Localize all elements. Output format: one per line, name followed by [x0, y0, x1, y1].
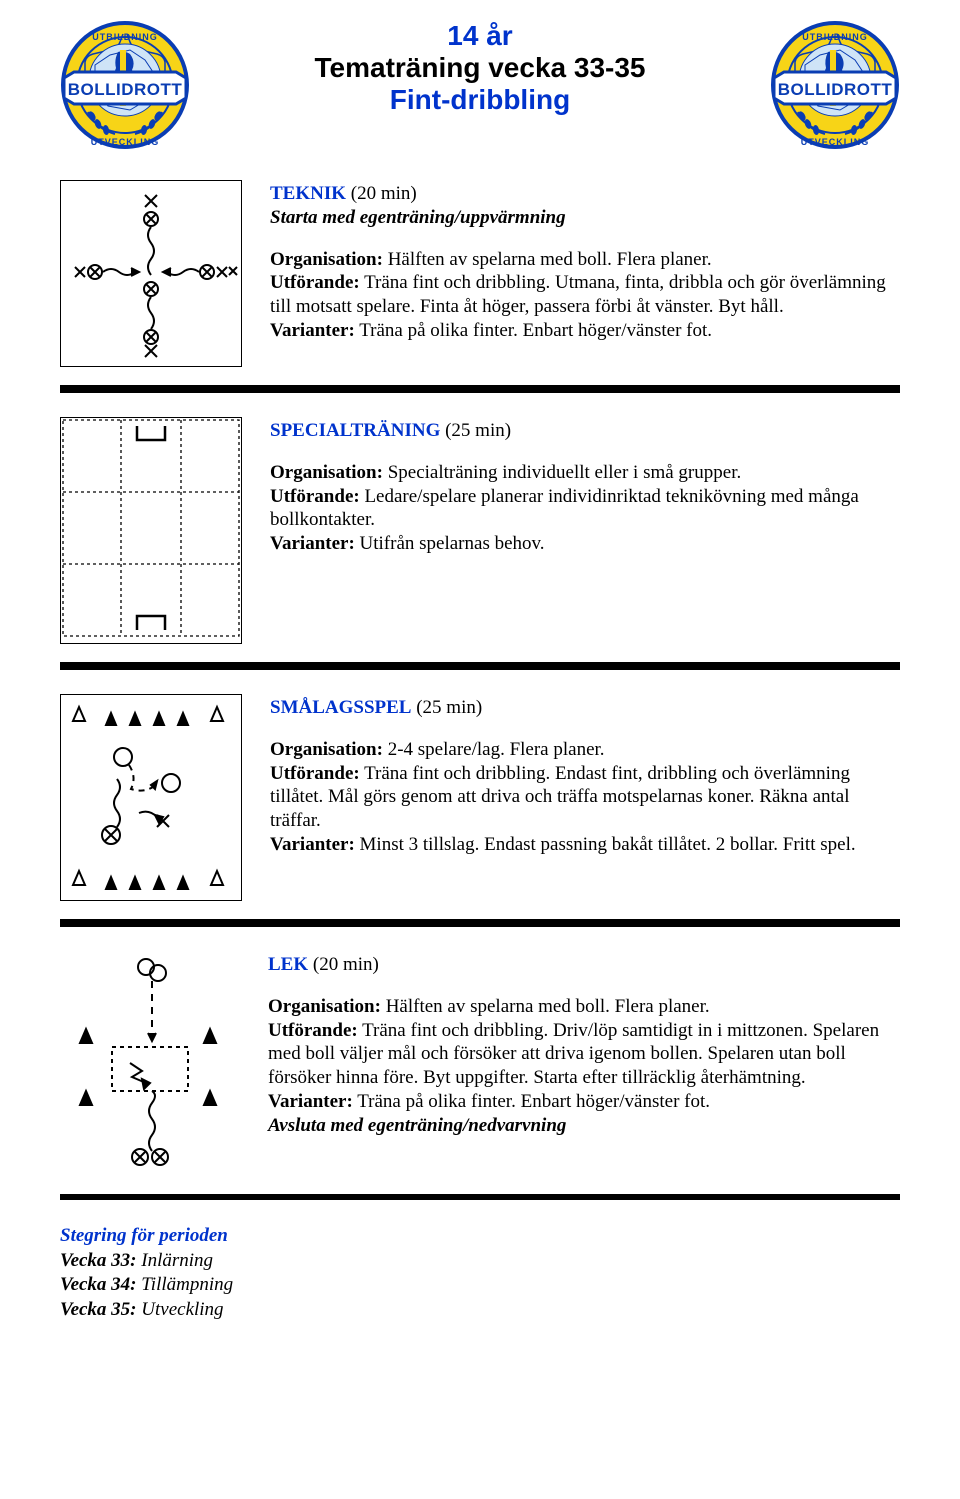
var-text: Träna på olika finter. Enbart höger/väns…: [353, 1091, 710, 1112]
special-var-line: Varianter: Utifrån spelarnas behov.: [270, 532, 900, 556]
footer-row-1: Vecka 34: Tillämpning: [60, 1273, 900, 1298]
lek-time: (20 min): [313, 954, 379, 975]
special-org-line: Organisation: Specialträning individuell…: [270, 461, 900, 485]
teknik-time: (20 min): [351, 183, 417, 204]
svg-text:UTBILDNING: UTBILDNING: [92, 32, 158, 42]
svg-text:UTVECKLING: UTVECKLING: [91, 137, 160, 147]
footer-row-text: Tillämpning: [137, 1274, 234, 1295]
field-grid-icon: [61, 418, 241, 638]
utf-label: Utförande:: [270, 763, 360, 784]
special-utf-line: Utförande: Ledare/spelare planerar indiv…: [270, 485, 900, 533]
lek-drill-icon: [60, 951, 240, 1171]
svg-text:UTVECKLING: UTVECKLING: [801, 137, 870, 147]
utf-label: Utförande:: [268, 1020, 358, 1041]
lek-heading-line: LEK (20 min): [268, 953, 900, 977]
teknik-heading: TEKNIK: [270, 183, 346, 204]
small-game-icon: [61, 695, 241, 895]
utf-text: Träna fint och dribbling. Driv/löp samti…: [268, 1020, 879, 1089]
org-label: Organisation:: [270, 739, 383, 760]
var-text: Träna på olika finter. Enbart höger/väns…: [355, 320, 712, 341]
separator: [60, 385, 900, 393]
smalag-time: (25 min): [416, 697, 482, 718]
separator: [60, 919, 900, 927]
teknik-org-line: Organisation: Hälften av spelarna med bo…: [270, 248, 900, 272]
svg-text:BOLLIDROTT: BOLLIDROTT: [778, 80, 893, 99]
spacer: [270, 443, 900, 461]
special-heading-line: SPECIALTRÄNING (25 min): [270, 419, 900, 443]
logo-right: UTBILDNING UTVECKLING BOLLIDROTT: [770, 20, 900, 150]
teknik-var-line: Varianter: Träna på olika finter. Enbart…: [270, 319, 900, 343]
spacer: [268, 977, 900, 995]
title-line-3: Fint-dribbling: [190, 84, 770, 116]
diagram-lek: [60, 951, 240, 1176]
separator: [60, 662, 900, 670]
footer-row-label: Vecka 35:: [60, 1299, 137, 1320]
org-text: 2-4 spelare/lag. Flera planer.: [383, 739, 605, 760]
smalag-heading: SMÅLAGSSPEL: [270, 697, 411, 718]
drill-diagram-icon: [61, 181, 241, 361]
var-text: Minst 3 tillslag. Endast passning bakåt …: [355, 834, 856, 855]
var-label: Varianter:: [270, 533, 355, 554]
teknik-sub: Starta med egenträning/uppvärmning: [270, 206, 900, 230]
utf-text: Träna fint och dribbling. Utmana, finta,…: [270, 272, 886, 317]
org-text: Hälften av spelarna med boll. Flera plan…: [381, 996, 710, 1017]
section-special: SPECIALTRÄNING (25 min) Organisation: Sp…: [60, 417, 900, 644]
org-label: Organisation:: [270, 249, 383, 270]
lek-content: LEK (20 min) Organisation: Hälften av sp…: [268, 951, 900, 1137]
footer-row-text: Utveckling: [137, 1299, 224, 1320]
org-label: Organisation:: [268, 996, 381, 1017]
smalag-org-line: Organisation: 2-4 spelare/lag. Flera pla…: [270, 738, 900, 762]
footer-block: Stegring för perioden Vecka 33: Inlärnin…: [60, 1224, 900, 1323]
lek-utf-line: Utförande: Träna fint och dribbling. Dri…: [268, 1019, 900, 1090]
header-row: UTBILDNING UTVECKLING BOLLIDROTT: [60, 20, 900, 150]
var-label: Varianter:: [270, 320, 355, 341]
teknik-heading-line: TEKNIK (20 min): [270, 182, 900, 206]
bollidrott-logo-icon: UTBILDNING UTVECKLING BOLLIDROTT: [60, 20, 190, 150]
separator: [60, 1194, 900, 1200]
lek-closing: Avsluta med egenträning/nedvarvning: [268, 1114, 900, 1138]
title-block: 14 år Tematräning vecka 33-35 Fint-dribb…: [190, 20, 770, 116]
footer-row-2: Vecka 35: Utveckling: [60, 1298, 900, 1323]
logo-left: UTBILDNING UTVECKLING BOLLIDROTT: [60, 20, 190, 150]
org-text: Specialträning individuellt eller i små …: [383, 462, 741, 483]
var-label: Varianter:: [270, 834, 355, 855]
spacer: [270, 230, 900, 248]
title-line-1: 14 år: [190, 20, 770, 52]
lek-heading: LEK: [268, 954, 308, 975]
footer-heading: Stegring för perioden: [60, 1224, 900, 1249]
svg-text:UTBILDNING: UTBILDNING: [802, 32, 868, 42]
page: UTBILDNING UTVECKLING BOLLIDROTT: [0, 0, 960, 1363]
special-heading: SPECIALTRÄNING: [270, 420, 440, 441]
footer-row-label: Vecka 33:: [60, 1250, 137, 1271]
svg-text:BOLLIDROTT: BOLLIDROTT: [68, 80, 183, 99]
title-line-2: Tematräning vecka 33-35: [190, 52, 770, 84]
utf-label: Utförande:: [270, 272, 360, 293]
lek-var-line: Varianter: Träna på olika finter. Enbart…: [268, 1090, 900, 1114]
spacer: [270, 720, 900, 738]
section-smalag: SMÅLAGSSPEL (25 min) Organisation: 2-4 s…: [60, 694, 900, 901]
var-label: Varianter:: [268, 1091, 353, 1112]
special-content: SPECIALTRÄNING (25 min) Organisation: Sp…: [270, 417, 900, 556]
org-text: Hälften av spelarna med boll. Flera plan…: [383, 249, 712, 270]
footer-row-0: Vecka 33: Inlärning: [60, 1249, 900, 1274]
diagram-smalag: [60, 694, 242, 901]
smalag-utf-line: Utförande: Träna fint och dribbling. End…: [270, 762, 900, 833]
diagram-teknik: [60, 180, 242, 367]
org-label: Organisation:: [270, 462, 383, 483]
smalag-var-line: Varianter: Minst 3 tillslag. Endast pass…: [270, 833, 900, 857]
footer-row-text: Inlärning: [137, 1250, 214, 1271]
utf-label: Utförande:: [270, 486, 360, 507]
smalag-heading-line: SMÅLAGSSPEL (25 min): [270, 696, 900, 720]
diagram-special: [60, 417, 242, 644]
teknik-utf-line: Utförande: Träna fint och dribbling. Utm…: [270, 271, 900, 319]
lek-org-line: Organisation: Hälften av spelarna med bo…: [268, 995, 900, 1019]
special-time: (25 min): [445, 420, 511, 441]
footer-row-label: Vecka 34:: [60, 1274, 137, 1295]
section-teknik: TEKNIK (20 min) Starta med egenträning/u…: [60, 180, 900, 367]
var-text: Utifrån spelarnas behov.: [355, 533, 545, 554]
bollidrott-logo-icon: UTBILDNING UTVECKLING BOLLIDROTT: [770, 20, 900, 150]
teknik-content: TEKNIK (20 min) Starta med egenträning/u…: [270, 180, 900, 343]
section-lek: LEK (20 min) Organisation: Hälften av sp…: [60, 951, 900, 1176]
smalag-content: SMÅLAGSSPEL (25 min) Organisation: 2-4 s…: [270, 694, 900, 857]
